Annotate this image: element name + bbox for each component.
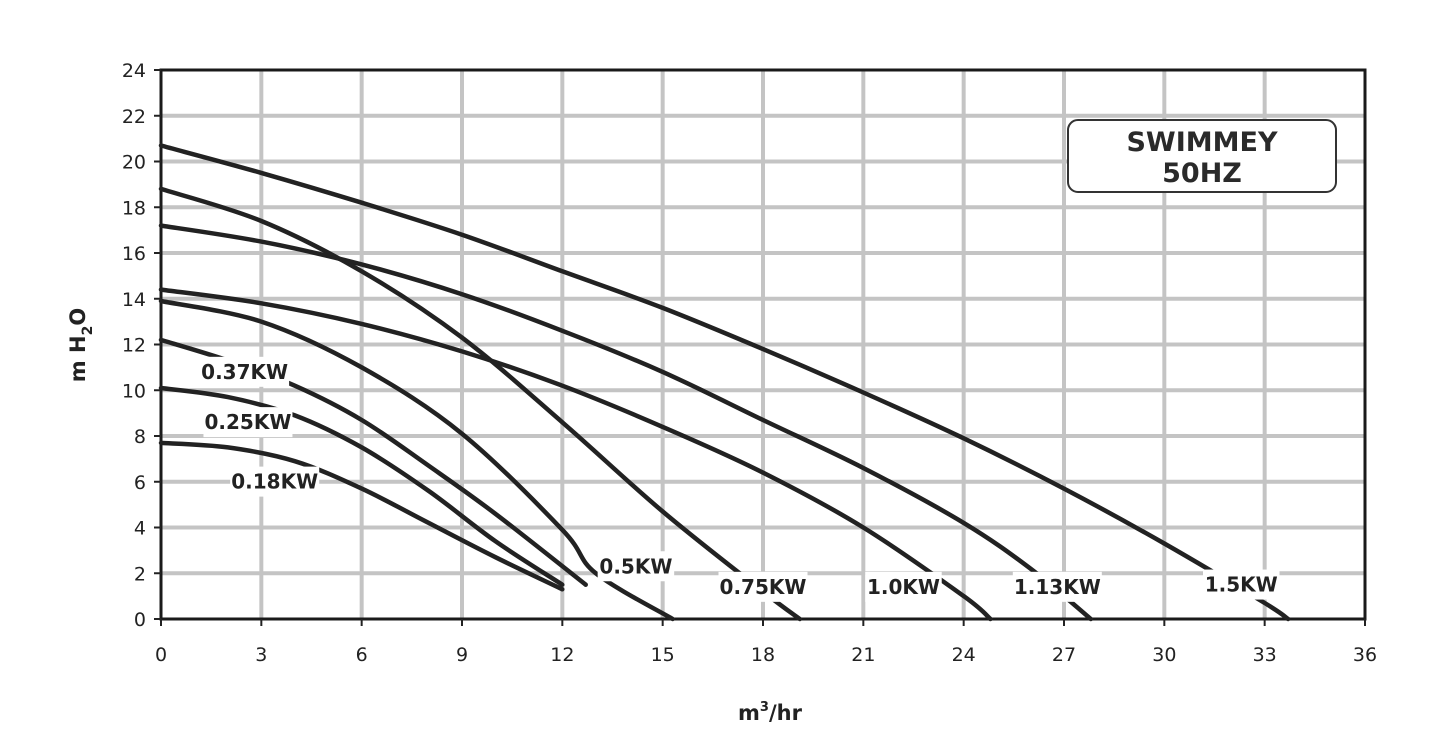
series-curve-0 [158,440,565,592]
x-tick-label: 12 [550,644,574,666]
y-tick-label: 0 [134,609,146,631]
x-tick-label: 27 [1052,644,1076,666]
series-curve-5 [158,287,993,622]
series-label-0: 0.18KW [231,470,318,494]
series-label-bg [200,356,290,387]
y-tick-label: 12 [122,335,146,357]
grid-lines [161,70,1365,619]
x-tick-label: 30 [1152,644,1176,666]
series-label-6: 1.13KW [1014,575,1101,599]
y-tick-label: 4 [134,518,146,540]
series-labels: 0.18KW 0.25KW 0.37KW 0.5KW 0.75KW 1.0KW 1.13KW… [200,356,1280,602]
series-curve-7 [158,143,1291,622]
axis-ticks: 0 3 6 9 12 15 18 21 24 27 30 33 36024681012141618202… [122,60,1377,666]
y-tick-label: 8 [134,426,146,448]
badge-line-2: 50HZ [1162,158,1242,189]
x-tick-label: 21 [851,644,875,666]
series-label-bg [203,407,293,438]
series-label-bg [597,551,675,582]
series-label-bg [1203,569,1280,600]
x-tick-label: 9 [456,644,468,666]
series-curve-3 [158,298,675,622]
badge-line-1: SWIMMEY [1126,127,1277,158]
series-label-bg [718,571,808,602]
series-label-5: 1.0KW [867,575,940,599]
y-tick-label: 6 [134,472,146,494]
x-axis-title: m3/hr [738,700,803,725]
y-tick-label: 24 [122,60,146,82]
series-curve-1 [158,385,565,587]
x-tick-label: 33 [1253,644,1277,666]
x-tick-label: 24 [952,644,976,666]
x-tick-label: 3 [255,644,267,666]
x-tick-label: 36 [1353,644,1377,666]
series-curve-4 [158,186,803,622]
y-tick-label: 10 [122,380,146,402]
x-tick-label: 6 [356,644,368,666]
annotation-badge: SWIMMEY 50HZ [1067,119,1337,193]
y-tick-label: 2 [134,563,146,585]
x-tick-label: 18 [751,644,775,666]
series-curve-6 [158,223,1094,622]
series-label-3: 0.5KW [599,554,672,578]
series-label-bg [230,466,320,497]
y-tick-label: 22 [122,106,146,128]
series-label-1: 0.25KW [205,410,292,434]
y-tick-label: 16 [122,243,146,265]
series-label-bg [865,571,942,602]
x-tick-label: 15 [651,644,675,666]
series-label-2: 0.37KW [201,360,288,384]
series-label-4: 0.75KW [720,575,807,599]
x-tick-label: 0 [155,644,167,666]
y-axis-title: m H2O [66,308,96,382]
series-curves [158,143,1291,622]
y-tick-label: 14 [122,289,146,311]
series-label-bg [1012,571,1102,602]
y-tick-label: 20 [122,152,146,174]
y-tick-label: 18 [122,197,146,219]
series-label-7: 1.5KW [1205,573,1278,597]
